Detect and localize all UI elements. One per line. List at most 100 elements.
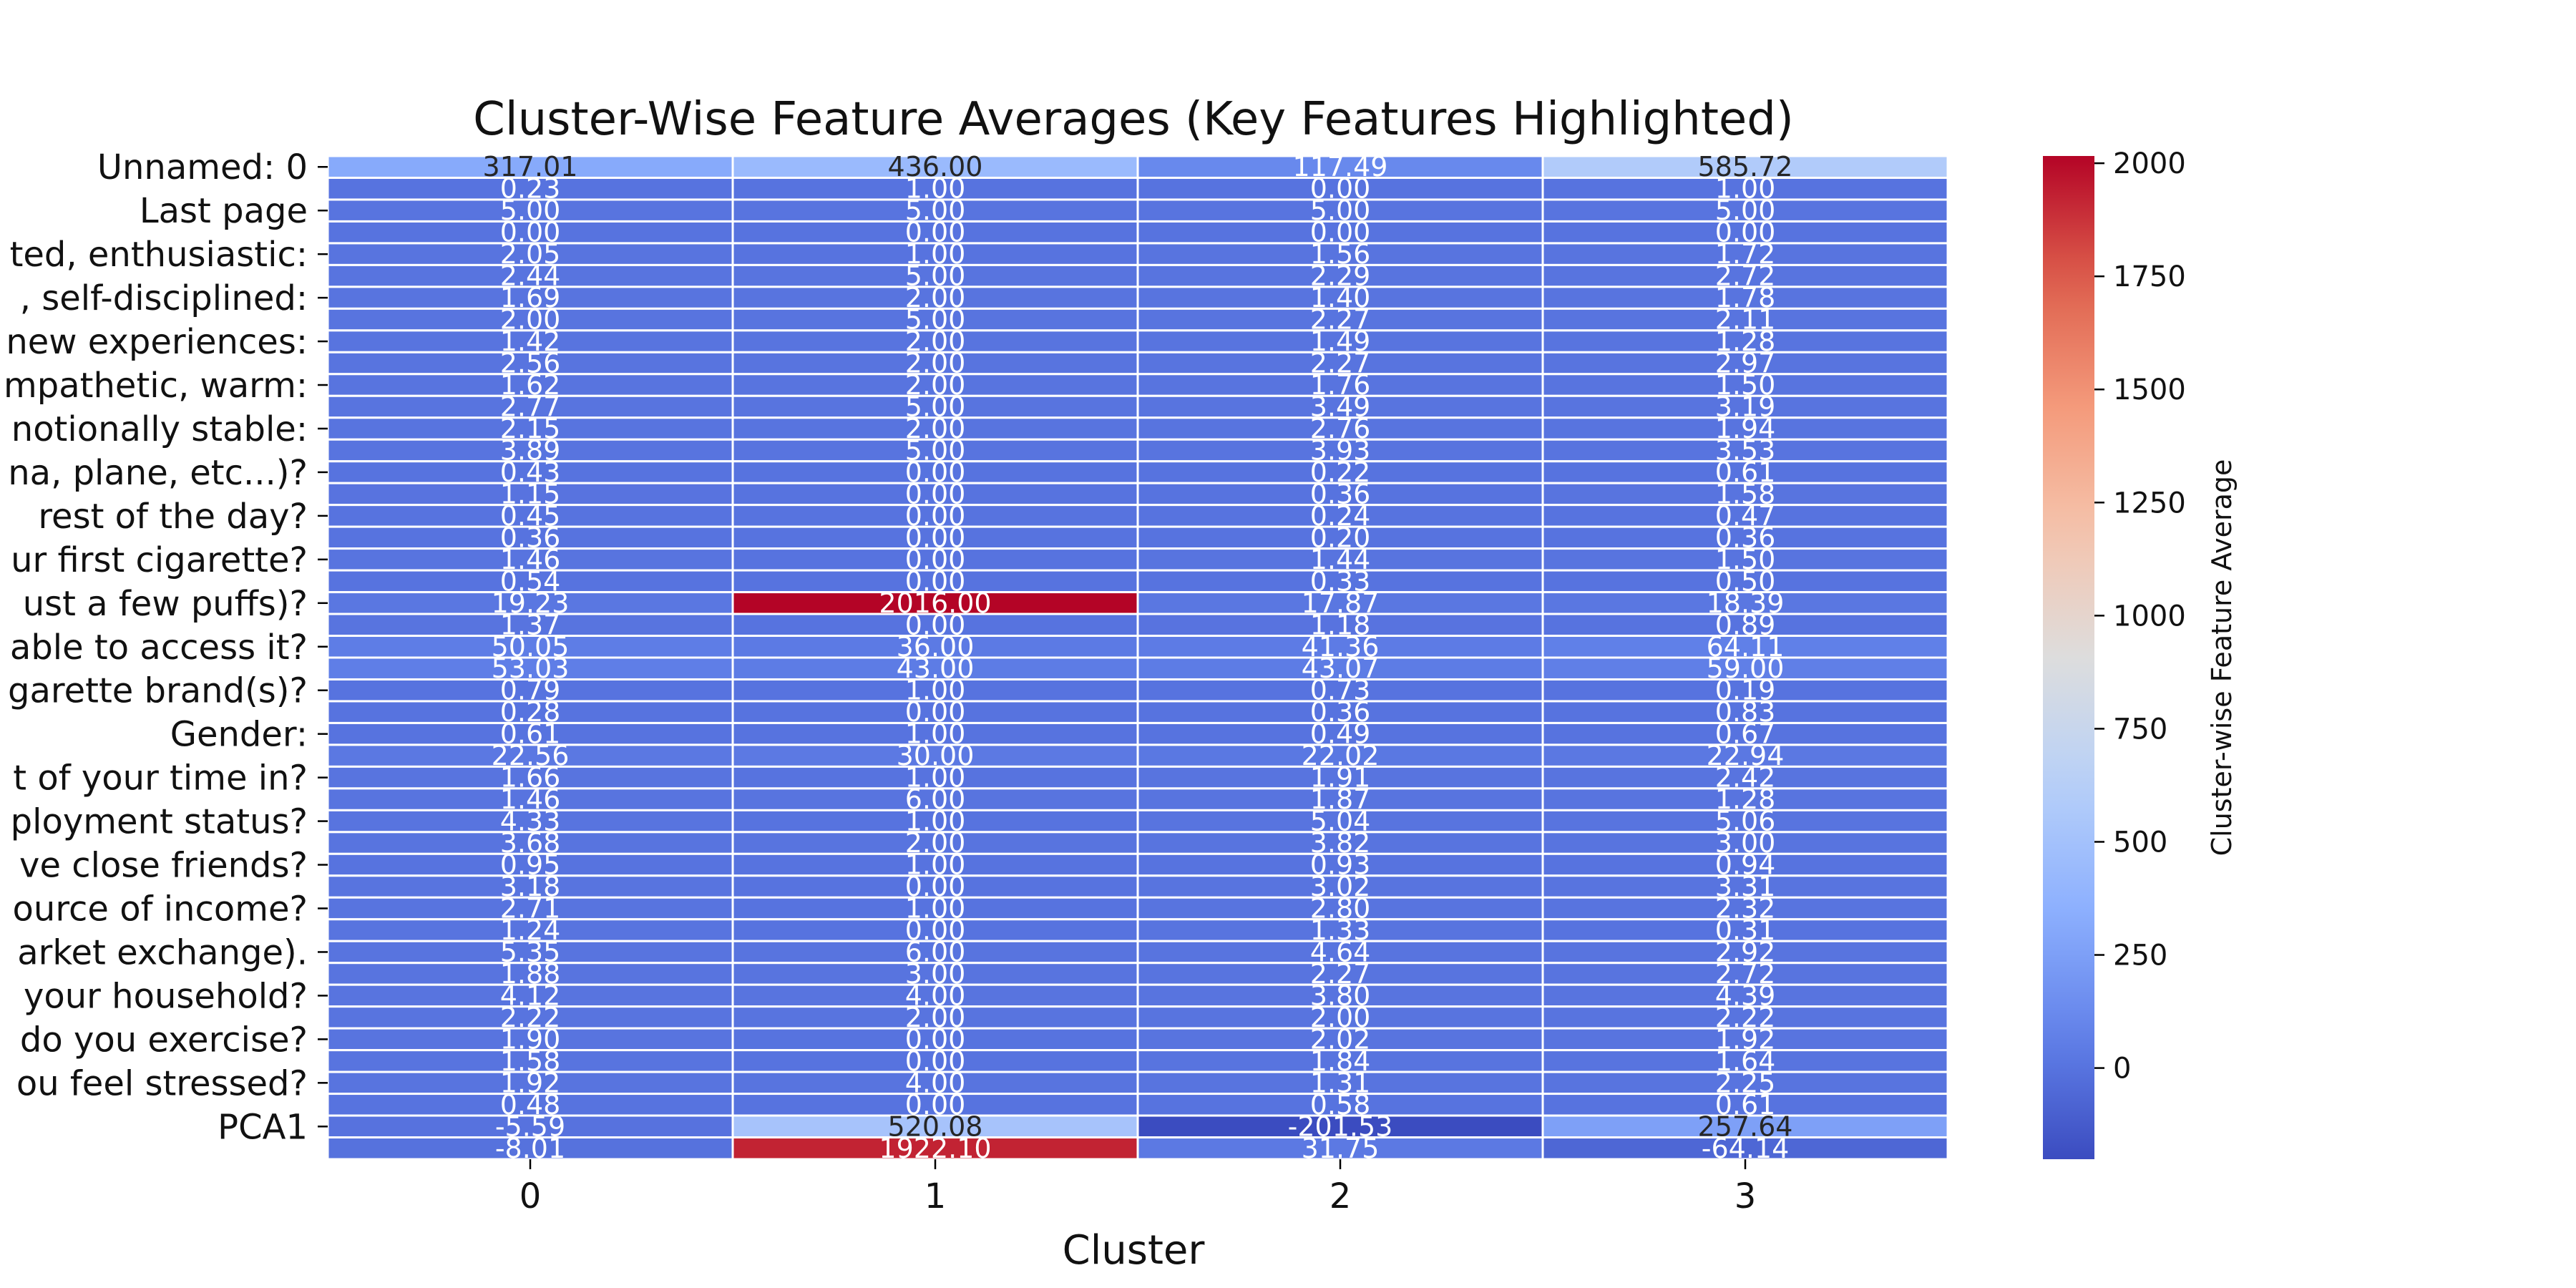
colorbar-label: Cluster-wise Feature Average [2206, 459, 2238, 857]
cell-value-label-r13-c2: 3.93 [1310, 434, 1371, 466]
cell-value-label-r23-c2: 43.07 [1302, 653, 1380, 684]
heatmap-cell-r17-c3 [1541, 525, 1949, 550]
y-tick-label-10: ust a few puffs)? [23, 584, 308, 624]
heatmap-cell-r29-c3 [1541, 787, 1949, 811]
cell-value-label-r7-c1: 5.00 [905, 304, 966, 336]
cell-value-label-r40-c0: 1.90 [500, 1023, 561, 1055]
heatmap-cell-r31-c3 [1541, 831, 1949, 855]
heatmap-cell-r11-c3 [1541, 394, 1949, 419]
cell-value-label-r7-c2: 2.27 [1310, 304, 1371, 336]
cell-value-label-r10-c1: 2.00 [905, 369, 966, 401]
heatmap-cell-r20-c3 [1541, 591, 1949, 615]
cell-value-label-r34-c2: 2.80 [1310, 893, 1371, 924]
cell-value-label-r25-c0: 0.28 [500, 696, 561, 728]
y-tick-label-21: ou feel stressed? [16, 1063, 308, 1103]
cell-value-label-r35-c0: 1.24 [500, 914, 561, 946]
heatmap-cell-r30-c0 [326, 809, 734, 834]
cell-value-label-r15-c2: 0.36 [1310, 478, 1371, 509]
heatmap-cell-r24-c3 [1541, 678, 1949, 703]
heatmap-cell-r28-c2 [1136, 765, 1544, 790]
cell-value-label-r18-c0: 1.46 [500, 544, 561, 575]
cell-value-label-r8-c1: 2.00 [905, 326, 966, 357]
cell-value-label-r21-c2: 1.18 [1310, 609, 1371, 640]
cell-value-label-r29-c1: 6.00 [905, 784, 966, 815]
cell-value-label-r23-c3: 59.00 [1707, 653, 1785, 684]
cell-value-label-r14-c3: 0.61 [1715, 457, 1776, 488]
cell-value-label-r30-c1: 1.00 [905, 806, 966, 837]
cell-value-label-r20-c2: 17.87 [1302, 587, 1380, 619]
cell-value-label-r28-c3: 2.42 [1715, 762, 1776, 794]
y-tick-label-13: Gender: [170, 715, 308, 755]
cell-value-label-r35-c2: 1.33 [1310, 914, 1371, 946]
cell-value-label-r45-c2: 31.75 [1302, 1133, 1380, 1164]
cell-value-label-r0-c3: 585.72 [1698, 151, 1793, 182]
cell-value-label-r34-c0: 2.71 [500, 893, 561, 924]
y-tick-label-19: your household? [24, 976, 308, 1016]
heatmap-cell-r18-c1 [731, 547, 1139, 572]
cell-value-label-r41-c3: 1.64 [1715, 1045, 1776, 1077]
heatmap-cell-r31-c2 [1136, 831, 1544, 855]
cell-value-label-r24-c0: 0.79 [500, 675, 561, 706]
x-axis-label: Cluster [1063, 1227, 1206, 1274]
cell-value-label-r24-c1: 1.00 [905, 675, 966, 706]
cell-value-label-r18-c2: 1.44 [1310, 544, 1371, 575]
cell-value-label-r44-c1: 520.08 [888, 1111, 983, 1142]
cell-value-label-r14-c0: 0.43 [500, 457, 561, 488]
cell-value-label-r38-c3: 4.39 [1715, 980, 1776, 1011]
cell-value-label-r5-c0: 2.44 [500, 260, 561, 292]
y-tick-label-16: ve close friends? [19, 846, 308, 886]
cell-value-label-r39-c2: 2.00 [1310, 1002, 1371, 1033]
heatmap-cell-r6-c2 [1136, 286, 1544, 310]
cell-value-label-r1-c0: 0.23 [500, 173, 561, 205]
cell-value-label-r18-c3: 1.50 [1715, 544, 1776, 575]
y-tick-label-1: Last page [140, 191, 308, 231]
cell-value-label-r26-c1: 1.00 [905, 718, 966, 750]
cell-value-label-r39-c1: 2.00 [905, 1002, 966, 1033]
cell-value-label-r14-c1: 0.00 [905, 457, 966, 488]
heatmap-cell-r7-c0 [326, 307, 734, 332]
y-tick-label-20: do you exercise? [20, 1020, 308, 1060]
cell-value-label-r1-c3: 1.00 [1715, 173, 1776, 205]
cell-value-label-r5-c2: 2.29 [1310, 260, 1371, 292]
heatmap-cell-r40-c1 [731, 1027, 1139, 1052]
x-tick-label-0: 0 [519, 1176, 542, 1216]
cell-value-label-r6-c3: 1.78 [1715, 282, 1776, 313]
y-tick-label-8: rest of the day? [38, 497, 308, 537]
heatmap-cell-r20-c1 [731, 591, 1139, 615]
heatmap-cell-r13-c2 [1136, 438, 1544, 463]
heatmap-cell-r26-c3 [1541, 721, 1949, 746]
y-tick-label-12: garette brand(s)? [8, 671, 308, 711]
cell-value-label-r26-c0: 0.61 [500, 718, 561, 750]
cell-value-label-r26-c3: 0.67 [1715, 718, 1776, 750]
heatmap-cell-r16-c1 [731, 504, 1139, 528]
y-tick-label-11: able to access it? [10, 628, 308, 668]
cell-value-label-r32-c3: 0.94 [1715, 849, 1776, 881]
heatmap-cell-r44-c2 [1136, 1114, 1544, 1139]
colorbar-tick-label-0: 0 [2113, 1053, 2131, 1085]
cell-value-label-r11-c3: 3.19 [1715, 391, 1776, 423]
cell-value-label-r19-c3: 0.50 [1715, 565, 1776, 597]
cell-value-label-r15-c0: 1.15 [500, 478, 561, 509]
cell-value-label-r13-c0: 3.89 [500, 434, 561, 466]
cell-value-label-r43-c0: 0.48 [500, 1089, 561, 1121]
cell-value-label-r30-c0: 4.33 [500, 806, 561, 837]
cell-value-label-r42-c0: 1.92 [500, 1067, 561, 1098]
heatmap-cell-r45-c1 [731, 1136, 1139, 1161]
heatmap-cell-r17-c0 [326, 525, 734, 550]
heatmap-cell-r7-c2 [1136, 307, 1544, 332]
heatmap-cell-r36-c2 [1136, 940, 1544, 965]
heatmap-cell-r37-c0 [326, 962, 734, 986]
cell-value-label-r36-c1: 6.00 [905, 936, 966, 967]
cell-value-label-r22-c1: 36.00 [897, 631, 975, 663]
heatmap-cell-r3-c3 [1541, 220, 1949, 245]
cell-value-label-r30-c3: 5.06 [1715, 806, 1776, 837]
colorbar-tick-label-8: 2000 [2113, 147, 2186, 180]
cell-value-label-r31-c3: 3.00 [1715, 827, 1776, 859]
cell-value-label-r2-c2: 5.00 [1310, 195, 1371, 226]
y-tick-label-14: t of your time in? [13, 758, 308, 799]
cell-value-label-r21-c0: 1.37 [500, 609, 561, 640]
cell-value-label-r17-c1: 0.00 [905, 522, 966, 553]
cell-value-label-r28-c2: 1.91 [1310, 762, 1371, 794]
cell-value-label-r11-c0: 2.77 [500, 391, 561, 423]
heatmap-cell-r25-c2 [1136, 700, 1544, 724]
